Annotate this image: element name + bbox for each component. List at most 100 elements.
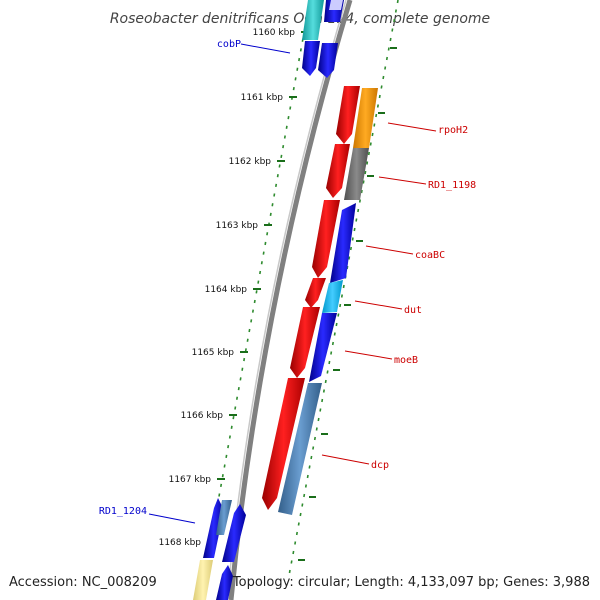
gene-arrow-lavender[interactable]: [329, 0, 343, 10]
inner-ring-dot: [232, 415, 235, 420]
inner-ring-dot: [264, 241, 267, 246]
gene-arrow-blue-b[interactable]: [318, 43, 338, 78]
outer-ring-dot: [331, 341, 334, 346]
inner-ring-dot: [241, 367, 244, 371]
outer-ring-dot: [385, 56, 388, 61]
inner-ring-dot: [287, 115, 290, 120]
gene-arrow-dut-red[interactable]: [305, 278, 326, 308]
gene-label-moeB[interactable]: moeB: [344, 350, 418, 366]
outer-ring-dot: [290, 560, 293, 564]
outer-ring-dot: [322, 389, 325, 393]
svg-text:RD1_1198: RD1_1198: [428, 180, 476, 191]
gene-arrow-dut[interactable]: [322, 280, 343, 313]
outer-ring-dot: [369, 142, 372, 146]
outer-ring-dot: [367, 151, 370, 156]
inner-ring-dot: [234, 406, 237, 410]
gene-label-RD1_1204[interactable]: RD1_1204: [99, 506, 196, 524]
outer-ring-dot: [376, 104, 379, 108]
outer-ring-dot: [371, 132, 374, 137]
outer-ring-dot: [330, 351, 333, 355]
gene-arrow-RD1_1198[interactable]: [344, 148, 369, 200]
gene-arrow-blue-c[interactable]: [222, 504, 246, 562]
inner-ring-dot: [271, 203, 274, 207]
outer-ring-dot: [396, 0, 399, 4]
gene-arrow-rpoH2-red[interactable]: [336, 86, 360, 144]
outer-ring-dot: [328, 360, 331, 365]
outer-ring-dot: [340, 294, 343, 298]
svg-text:moeB: moeB: [394, 355, 418, 366]
outer-ring-dot: [348, 256, 351, 260]
gene-label-rpoH2[interactable]: rpoH2: [387, 122, 468, 136]
gene-label-coaBC[interactable]: coaBC: [365, 245, 445, 261]
outer-ring-dot: [389, 37, 392, 42]
inner-ring-dot: [276, 174, 279, 178]
outer-ring-dot: [378, 94, 381, 99]
outer-ring-dot: [297, 522, 300, 526]
gene-arrow-khaki[interactable]: [193, 560, 213, 600]
inner-ring-dot: [275, 183, 278, 188]
inner-ring-dot: [250, 319, 253, 323]
inner-ring-dot: [220, 483, 223, 488]
gene-label-RD1_1198[interactable]: RD1_1198: [378, 176, 476, 191]
outer-ring-dot: [351, 237, 354, 241]
inner-ring-dot: [237, 386, 240, 391]
gene-arrow-rpoH2[interactable]: [353, 88, 378, 148]
gene-arrow-dcp[interactable]: [278, 383, 322, 515]
gene-label-cobP[interactable]: cobP: [217, 39, 291, 54]
outer-ring-dot: [292, 550, 295, 555]
gene-arrow-coaBC-red[interactable]: [312, 200, 340, 278]
outer-ring-dot: [360, 189, 363, 194]
gene-arrow-moeB[interactable]: [309, 313, 337, 382]
outer-ring-dot: [319, 408, 322, 412]
outer-ring-dot: [324, 379, 327, 384]
outer-ring-dot: [310, 455, 313, 460]
outer-ring-dot: [315, 427, 318, 431]
gene-arrow-steel-small[interactable]: [216, 500, 232, 535]
scale-tick-label: 1168 kbp: [159, 538, 202, 548]
outer-ring-dot: [387, 47, 390, 51]
gene-arrow-RD1_1198-red[interactable]: [326, 144, 350, 198]
outer-ring-dot: [303, 493, 306, 498]
outer-ring-dot: [380, 85, 383, 89]
outer-ring-dot: [393, 18, 396, 23]
gene-arrow-coaBC[interactable]: [330, 203, 356, 283]
outer-ring-dot: [294, 541, 297, 545]
inner-ring-dot: [299, 48, 302, 52]
outer-ring-dot: [353, 227, 356, 232]
outer-ring-dot: [317, 417, 320, 422]
gene-arrow-blue-d[interactable]: [216, 565, 233, 600]
outer-ring-dot: [326, 370, 329, 374]
gene-arrow-teal[interactable]: [302, 0, 324, 40]
inner-ring-dot: [262, 251, 265, 255]
svg-text:dut: dut: [404, 305, 422, 316]
inner-ring-dot: [225, 454, 228, 458]
outer-ring-dot: [306, 474, 309, 479]
inner-ring-dot: [253, 299, 256, 304]
gene-arrow-RD1_1204[interactable]: [203, 498, 224, 558]
inner-ring-dot: [282, 145, 285, 149]
outer-ring-dot: [373, 123, 376, 127]
inner-ring-dot: [280, 154, 283, 158]
scale-tick-label: 1160 kbp: [253, 28, 296, 38]
inner-ring-dot: [296, 67, 299, 71]
gene-arrow-moeB-red[interactable]: [290, 307, 320, 378]
inner-ring-dot: [298, 57, 301, 62]
gene-arrow-dcp-red[interactable]: [262, 378, 305, 510]
inner-ring-dot: [292, 86, 295, 91]
inner-ring-dot: [251, 309, 255, 313]
svg-text:cobP: cobP: [217, 39, 241, 50]
scale-tick-label: 1162 kbp: [229, 157, 272, 167]
outer-ring-dot: [362, 180, 365, 184]
gene-label-dut[interactable]: dut: [354, 300, 422, 316]
gene-arrow-cobP[interactable]: [302, 41, 320, 76]
scale-tick-label: 1164 kbp: [205, 285, 248, 295]
inner-ring-dot: [227, 445, 230, 449]
scale-tick-label: 1161 kbp: [241, 93, 284, 103]
outer-ring-dot: [355, 218, 358, 222]
inner-ring-dot: [221, 474, 224, 478]
outer-ring-dot: [339, 303, 342, 308]
inner-ring-dot: [273, 193, 276, 197]
gene-label-dcp[interactable]: dcp: [321, 454, 389, 471]
inner-ring-dot: [289, 106, 292, 110]
outer-ring-dot: [299, 512, 302, 517]
